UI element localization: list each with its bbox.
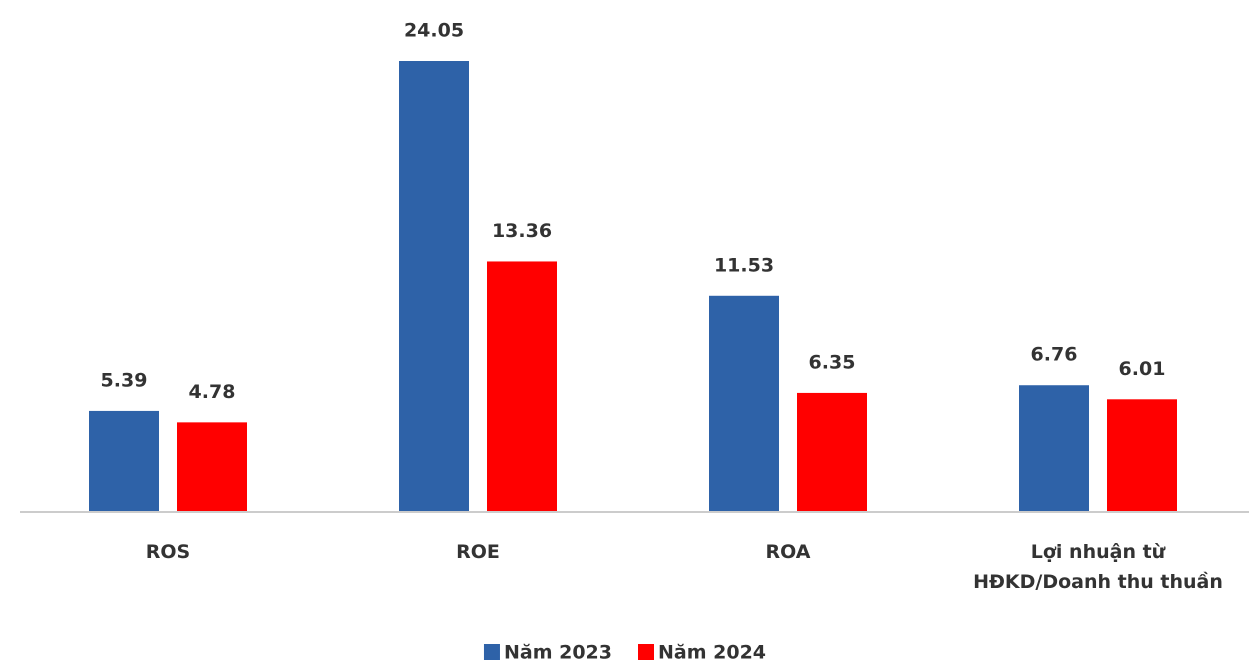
- data-label: 11.53: [714, 254, 774, 276]
- data-label: 13.36: [492, 220, 552, 242]
- bar: [89, 410, 159, 512]
- data-label: 4.78: [189, 381, 236, 403]
- bar: [1019, 385, 1089, 512]
- bar: [797, 392, 867, 512]
- bar: [709, 295, 779, 512]
- data-label: 6.76: [1031, 344, 1078, 366]
- bar: [487, 261, 557, 512]
- data-label: 24.05: [404, 20, 464, 42]
- legend-label: Năm 2024: [658, 642, 766, 663]
- x-tick-label: ROS: [145, 541, 191, 563]
- x-tick-label: ROA: [765, 541, 811, 563]
- x-tick-label: Lợi nhuận từ HĐKD/Doanh thu thuần: [973, 541, 1223, 593]
- data-label: 6.01: [1119, 358, 1166, 380]
- bar: [1107, 399, 1177, 512]
- legend-swatch: [483, 644, 500, 660]
- legend: Năm 2023 Năm 2024: [483, 642, 766, 663]
- legend-swatch: [638, 644, 654, 660]
- x-tick-label: ROE: [456, 541, 500, 563]
- data-label: 5.39: [101, 369, 148, 391]
- data-label: 6.35: [809, 351, 856, 373]
- legend-label: Năm 2023: [504, 642, 612, 663]
- bar: [399, 61, 469, 512]
- bar: [177, 422, 247, 512]
